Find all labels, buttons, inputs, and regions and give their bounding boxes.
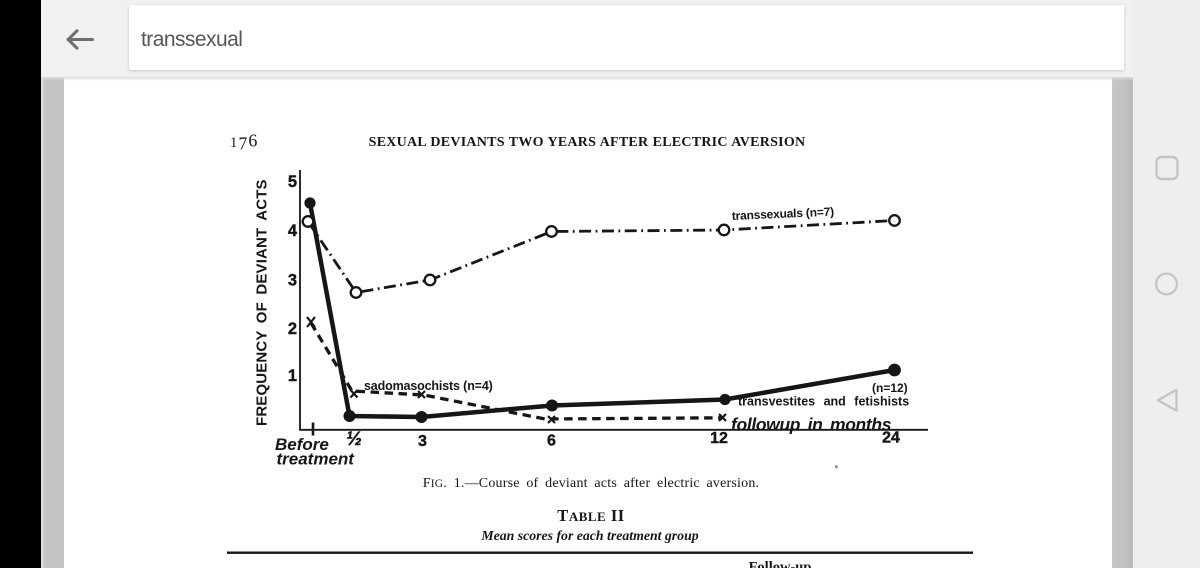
svg-text:Before: Before <box>275 435 329 454</box>
svg-text:2: 2 <box>288 320 297 338</box>
svg-text:24: 24 <box>882 430 900 447</box>
svg-text:½: ½ <box>346 429 362 450</box>
svg-text:transvestites and fetishists: transvestites and fetishists <box>738 395 909 409</box>
svg-text:176: 176 <box>230 130 259 153</box>
svg-text:transsexuals (n=7): transsexuals (n=7) <box>732 205 835 223</box>
svg-text:Mean scores for each treatment: Mean scores for each treatment group <box>480 528 698 543</box>
svg-text:3: 3 <box>418 433 427 450</box>
svg-text:SEXUAL DEVIANTS TWO YEARS AFTE: SEXUAL DEVIANTS TWO YEARS AFTER ELECTRIC… <box>369 135 806 150</box>
svg-text:6: 6 <box>547 433 556 450</box>
svg-text:sadomasochists (n=4): sadomasochists (n=4) <box>364 379 493 393</box>
svg-text:followup in months: followup in months <box>731 415 892 435</box>
svg-text:FREQUENCY OF DEVIANT ACTS: FREQUENCY OF DEVIANT ACTS <box>254 179 271 426</box>
svg-text:12: 12 <box>710 430 728 447</box>
svg-text:1: 1 <box>288 367 297 385</box>
svg-text:TABLE II: TABLE II <box>557 506 624 525</box>
svg-text:4: 4 <box>288 222 298 240</box>
svg-text:3: 3 <box>288 272 297 290</box>
svg-text:Follow-up: Follow-up <box>749 560 812 568</box>
svg-text:(n=12): (n=12) <box>872 381 908 395</box>
svg-text:FIG. 1.—Course of deviant acts: FIG. 1.—Course of deviant acts after ele… <box>423 476 760 491</box>
svg-text:treatment: treatment <box>277 450 356 469</box>
svg-text:5: 5 <box>288 173 297 191</box>
